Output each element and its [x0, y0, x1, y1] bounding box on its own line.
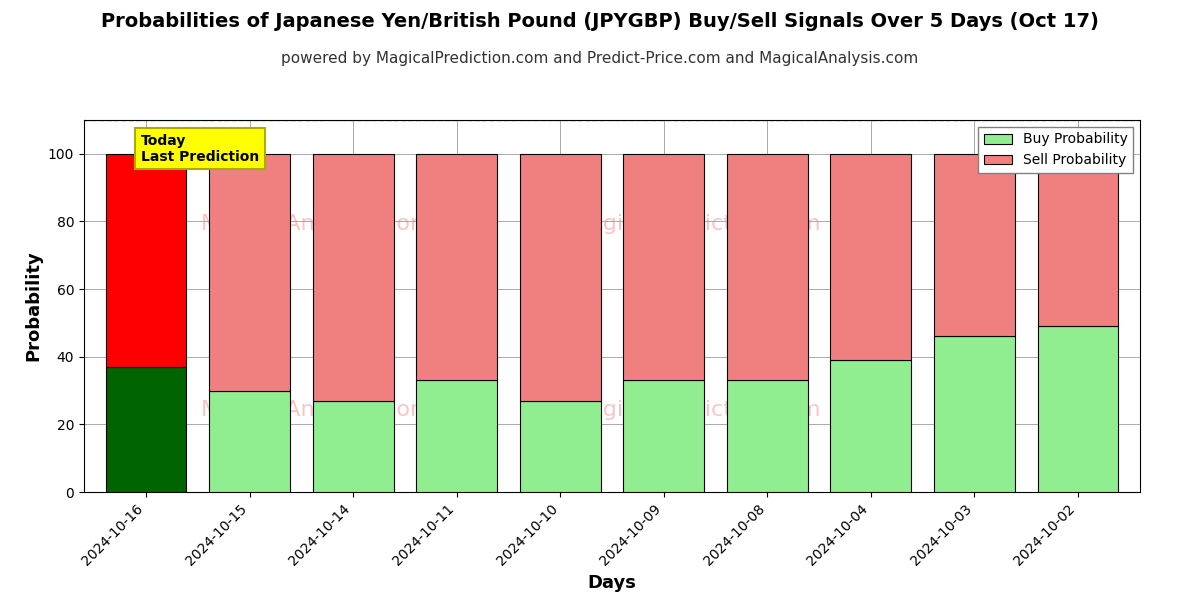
Text: powered by MagicalPrediction.com and Predict-Price.com and MagicalAnalysis.com: powered by MagicalPrediction.com and Pre… — [281, 51, 919, 66]
Bar — [727, 380, 808, 492]
Bar — [209, 154, 290, 391]
Text: MagicalAnalysis.com: MagicalAnalysis.com — [200, 214, 432, 234]
Bar — [830, 360, 911, 492]
Text: MagicalPrediction.com: MagicalPrediction.com — [571, 214, 822, 234]
Text: Probabilities of Japanese Yen/British Pound (JPYGBP) Buy/Sell Signals Over 5 Day: Probabilities of Japanese Yen/British Po… — [101, 12, 1099, 31]
X-axis label: Days: Days — [588, 574, 636, 592]
Legend: Buy Probability, Sell Probability: Buy Probability, Sell Probability — [978, 127, 1133, 173]
Bar — [313, 154, 394, 401]
Bar — [209, 391, 290, 492]
Bar — [313, 401, 394, 492]
Text: MagicalAnalysis.com: MagicalAnalysis.com — [200, 400, 432, 420]
Bar — [416, 154, 497, 380]
Text: MagicalPrediction.com: MagicalPrediction.com — [571, 400, 822, 420]
Y-axis label: Probability: Probability — [24, 251, 42, 361]
Bar — [727, 154, 808, 380]
Bar — [520, 401, 601, 492]
Bar — [830, 154, 911, 360]
Bar — [623, 380, 704, 492]
Bar — [106, 367, 186, 492]
Bar — [1038, 326, 1118, 492]
Bar — [934, 337, 1015, 492]
Text: Today
Last Prediction: Today Last Prediction — [140, 134, 259, 164]
Bar — [623, 154, 704, 380]
Bar — [1038, 154, 1118, 326]
Bar — [416, 380, 497, 492]
Bar — [934, 154, 1015, 337]
Bar — [520, 154, 601, 401]
Bar — [106, 154, 186, 367]
